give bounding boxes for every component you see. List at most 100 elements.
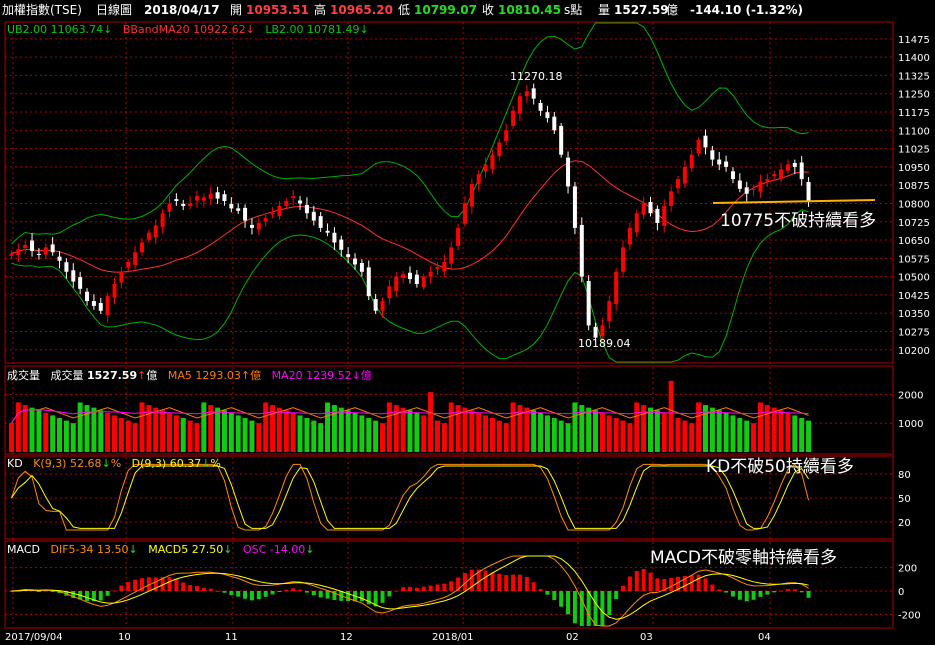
volume-bar — [572, 402, 578, 452]
candle-body — [9, 253, 14, 256]
candle-body — [78, 277, 83, 289]
price-tick-label: 11325 — [898, 71, 930, 82]
osc-bar — [710, 584, 715, 591]
volume-bar — [551, 418, 557, 452]
low-label: 低 — [398, 3, 411, 17]
volume-bar — [428, 392, 434, 452]
osc-bar — [744, 591, 749, 602]
middle-band-line — [11, 160, 809, 273]
osc-bar — [380, 591, 385, 603]
volume-bar — [682, 420, 688, 452]
volume-bar — [63, 420, 69, 452]
volume-bar — [737, 418, 743, 452]
osc-bar — [208, 588, 213, 591]
candle-body — [476, 174, 481, 184]
volume-bar — [496, 420, 502, 452]
volume-bar — [228, 412, 234, 452]
volume-bar — [15, 402, 21, 452]
x-tick-label: 03 — [640, 632, 653, 643]
upper-band-line — [11, 22, 809, 245]
osc-bar — [298, 589, 303, 591]
candle-body — [517, 96, 522, 114]
volume-label: 量 — [598, 3, 611, 17]
candle-body — [57, 256, 62, 261]
osc-bar — [593, 591, 598, 626]
osc-bar — [256, 591, 261, 600]
macd-legend: MACD DIF5-34 13.50↓ MACD5 27.50↓ OSC -14… — [7, 543, 314, 556]
osc-bar — [648, 572, 653, 591]
volume-bar — [50, 415, 56, 452]
volume-bar — [544, 415, 550, 452]
volume-bar — [290, 412, 296, 452]
osc-bar — [751, 591, 756, 600]
candle-body — [243, 207, 248, 221]
candle-body — [559, 125, 564, 155]
candle-body — [346, 254, 351, 258]
price-tick-label: 11400 — [898, 53, 930, 64]
osc-bar — [572, 591, 577, 624]
candle-body — [621, 247, 626, 272]
volume-bar — [180, 418, 186, 452]
volume-legend: 成交量 成交量 1527.59↑億 MA5 1293.03↑億 MA20 123… — [7, 367, 372, 383]
high-label: 高 — [314, 3, 327, 17]
k-legend: K(9,3) 52.68↓% — [33, 457, 122, 470]
volume-bar — [702, 405, 708, 452]
x-tick-label: 10 — [118, 632, 131, 643]
volume-bar — [208, 405, 214, 452]
osc-bar — [201, 587, 206, 591]
candle-body — [751, 188, 756, 190]
candle-body — [380, 301, 385, 311]
candle-body — [689, 154, 694, 169]
osc-bar — [43, 590, 48, 592]
osc-bar — [614, 591, 619, 600]
candle-body — [366, 267, 371, 297]
open-label: 開 — [230, 3, 243, 17]
volume-bar — [8, 423, 14, 452]
volume-bar — [524, 407, 530, 452]
open-value: 10953.51 — [246, 3, 310, 17]
volume-bar — [36, 410, 42, 452]
candle-body — [71, 270, 76, 282]
volume-bar — [648, 407, 654, 452]
candle-body — [222, 194, 227, 202]
osc-bar — [655, 578, 660, 591]
volume-bar — [806, 420, 812, 452]
osc-bar — [627, 576, 632, 591]
candle-body — [304, 204, 309, 214]
candle-body — [23, 244, 28, 248]
volume-bar — [352, 412, 358, 452]
volume-bar — [414, 412, 420, 452]
change-value: -144.10 (-1.32%) — [690, 3, 804, 17]
volume-tick-label: 1000 — [898, 419, 923, 430]
volume-ma5-line — [11, 407, 809, 424]
osc-bar — [806, 591, 811, 598]
volume-bar — [606, 415, 612, 452]
volume-bar — [654, 410, 660, 452]
volume-bar — [696, 402, 702, 452]
volume-bar — [599, 412, 605, 452]
volume-bar — [751, 423, 757, 452]
osc-bar — [559, 591, 564, 607]
osc-bar — [270, 591, 275, 595]
volume-bar — [400, 407, 406, 452]
kd-tick-label: 20 — [898, 518, 911, 529]
osc-bar — [277, 591, 282, 592]
volume-bar — [668, 380, 674, 452]
candle-body — [572, 186, 577, 228]
osc-bar — [779, 590, 784, 592]
osc-bar — [524, 576, 529, 591]
candle-body — [318, 216, 323, 228]
volume-bar — [723, 412, 729, 452]
volume-bar — [483, 415, 489, 452]
volume-bar — [112, 415, 118, 452]
candle-body — [229, 203, 234, 209]
candle-body — [765, 179, 770, 182]
volume-bar — [57, 418, 63, 452]
candle-body — [325, 230, 330, 233]
osc-bar — [758, 591, 763, 597]
candle-body — [600, 325, 605, 337]
osc-bar — [689, 575, 694, 591]
d-legend: D(9,3) 60.37↓% — [131, 457, 221, 470]
volume-bar — [517, 405, 523, 452]
